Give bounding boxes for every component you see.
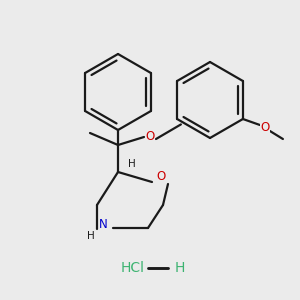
Text: H: H	[87, 231, 95, 241]
Text: HCl: HCl	[121, 261, 145, 275]
Text: O: O	[146, 130, 154, 142]
Text: O: O	[260, 121, 269, 134]
Text: H: H	[128, 159, 136, 169]
Text: N: N	[99, 218, 107, 230]
Text: H: H	[175, 261, 185, 275]
Text: O: O	[156, 170, 166, 184]
